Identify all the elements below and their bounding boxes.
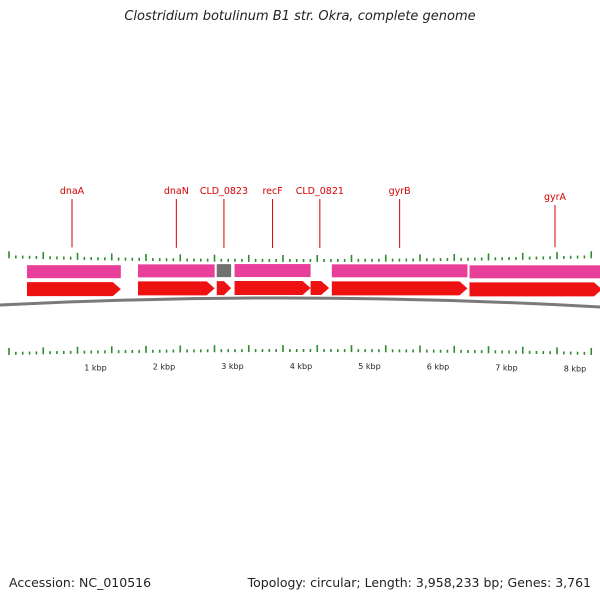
kbp-label: 3 kbp: [221, 362, 243, 371]
backbone-line: [0, 296, 600, 309]
cds-arrow-gyrB: [331, 281, 468, 296]
cds-arrow-CLD_0823: [216, 281, 232, 296]
kbp-label: 8 kbp: [564, 364, 586, 373]
gene-label-CLD_0821: CLD_0821: [296, 186, 344, 197]
gene-labels: dnaA dnaN CLD_0823 recF CLD_0821 gyrB gyrA: [60, 186, 567, 248]
gene-label-recF: recF: [262, 186, 282, 197]
kbp-label: 7 kbp: [495, 363, 517, 372]
gene-label-gyrB: gyrB: [389, 186, 411, 197]
cds-arrow-gyrA: [469, 282, 600, 297]
bottom-ticks: [8, 345, 593, 355]
kbp-label: 5 kbp: [358, 362, 380, 371]
kbp-label: 2 kbp: [153, 363, 175, 372]
gene-block-dnaA: [27, 265, 121, 279]
genome-summary: Topology: circular; Length: 3,958,233 bp…: [247, 575, 591, 590]
kbp-label: 1 kbp: [84, 363, 106, 372]
gene-block-CLD_0823: [216, 264, 232, 278]
gene-label-dnaA: dnaA: [60, 186, 85, 197]
map-title: Clostridium botulinum B1 str. Okra, comp…: [124, 9, 476, 24]
gene-label-CLD_0823: CLD_0823: [200, 186, 248, 197]
gene-block-gyrA: [469, 265, 600, 279]
kbp-label: 4 kbp: [290, 362, 312, 371]
cds-arrow-CLD_0821: [310, 281, 330, 296]
accession-text: Accession: NC_010516: [9, 575, 152, 590]
gene-label-gyrA: gyrA: [544, 192, 567, 203]
gene-features: [27, 264, 600, 297]
cds-arrow-dnaN: [137, 281, 215, 296]
gene-block-recF: [234, 264, 311, 278]
gene-block-gyrB: [331, 264, 468, 278]
genome-backbone: [0, 296, 600, 309]
gene-label-dnaN: dnaN: [164, 186, 189, 197]
cds-arrow-dnaA: [27, 282, 121, 297]
kbp-labels: 1 kbp 2 kbp 3 kbp 4 kbp 5 kbp 6 kbp 7 kbp 8 kbp: [84, 362, 586, 373]
kbp-label: 6 kbp: [427, 363, 449, 372]
gene-block-dnaN: [137, 264, 215, 278]
top-ticks: [8, 251, 593, 262]
cds-arrow-recF: [234, 281, 311, 296]
